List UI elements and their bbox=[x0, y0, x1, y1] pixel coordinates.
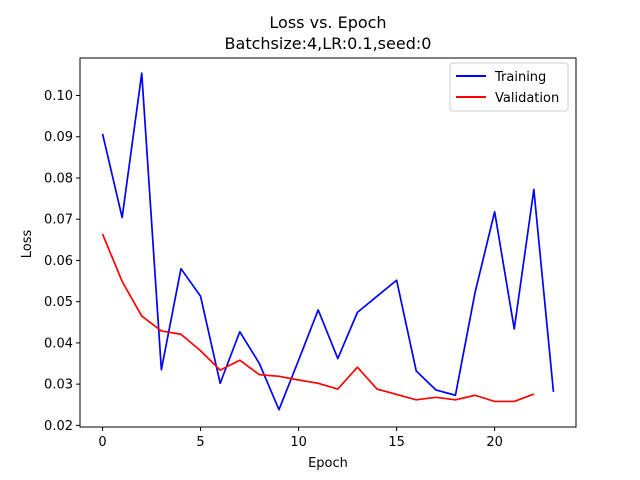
data-point-training-0 bbox=[102, 133, 104, 135]
data-point-validation-15 bbox=[396, 394, 398, 396]
y-tick-label-8: 0.10 bbox=[44, 89, 73, 104]
y-axis-label: Loss bbox=[20, 230, 35, 259]
data-point-validation-3 bbox=[161, 330, 163, 332]
data-point-validation-9 bbox=[278, 375, 280, 377]
data-point-training-3 bbox=[161, 369, 163, 371]
y-tick-label-5: 0.07 bbox=[44, 213, 73, 228]
data-point-validation-19 bbox=[474, 394, 476, 396]
y-tick-label-1: 0.03 bbox=[44, 378, 73, 393]
data-point-validation-10 bbox=[298, 379, 300, 381]
data-point-validation-17 bbox=[435, 397, 437, 399]
axes-frame bbox=[79, 57, 577, 428]
x-tick-label-4: 20 bbox=[486, 435, 503, 450]
data-point-validation-14 bbox=[376, 388, 378, 390]
y-tick-label-7: 0.09 bbox=[44, 130, 73, 145]
data-point-training-12 bbox=[337, 358, 339, 360]
x-tick-label-0: 0 bbox=[98, 435, 106, 450]
plot-area: 0 5 10 15 20 0.02 0.03 0.04 0.05 0.06 0.07 0.08 0.09… bbox=[44, 57, 577, 450]
data-point-training-14 bbox=[376, 296, 378, 298]
data-point-training-6 bbox=[219, 382, 221, 384]
legend-label-training: Training bbox=[494, 70, 546, 85]
x-axis-label: Epoch bbox=[308, 456, 348, 471]
chart-title: Loss vs. Epoch bbox=[269, 13, 386, 32]
legend-label-validation: Validation bbox=[495, 91, 559, 106]
x-tick-label-2: 10 bbox=[290, 435, 307, 450]
y-tick-label-2: 0.04 bbox=[44, 336, 73, 351]
series-line-training bbox=[101, 72, 555, 411]
data-point-training-9 bbox=[278, 409, 280, 411]
y-tick-label-0: 0.02 bbox=[44, 419, 73, 434]
data-point-training-23 bbox=[553, 391, 555, 393]
data-point-training-22 bbox=[533, 189, 535, 191]
data-point-validation-16 bbox=[415, 399, 417, 401]
data-point-training-11 bbox=[317, 309, 319, 311]
data-point-training-4 bbox=[180, 268, 182, 270]
series-line-validation bbox=[101, 233, 535, 403]
data-point-training-18 bbox=[455, 394, 457, 396]
data-point-validation-21 bbox=[513, 401, 515, 403]
data-point-training-19 bbox=[474, 292, 476, 294]
data-point-validation-0 bbox=[102, 233, 104, 235]
x-tick-label-3: 15 bbox=[388, 435, 405, 450]
data-point-training-2 bbox=[141, 72, 143, 74]
data-point-training-16 bbox=[415, 370, 417, 372]
legend: Training Validation bbox=[449, 62, 569, 112]
data-point-training-8 bbox=[259, 363, 261, 365]
data-point-training-17 bbox=[435, 389, 437, 391]
data-point-training-21 bbox=[513, 328, 515, 330]
data-point-validation-12 bbox=[337, 388, 339, 390]
data-point-training-10 bbox=[298, 359, 300, 361]
y-tick-label-3: 0.05 bbox=[44, 295, 73, 310]
data-point-validation-13 bbox=[357, 366, 359, 368]
x-tick-label-1: 5 bbox=[196, 435, 204, 450]
data-point-training-15 bbox=[396, 279, 398, 281]
data-point-validation-6 bbox=[219, 369, 221, 371]
data-point-validation-5 bbox=[200, 350, 202, 352]
data-point-validation-18 bbox=[455, 399, 457, 401]
data-point-training-1 bbox=[121, 217, 123, 219]
data-point-training-13 bbox=[357, 312, 359, 314]
data-point-training-5 bbox=[200, 296, 202, 298]
data-point-training-7 bbox=[239, 331, 241, 333]
data-point-validation-8 bbox=[259, 374, 261, 376]
data-point-validation-11 bbox=[317, 382, 319, 384]
chart-subtitle: Batchsize:4,LR:0.1,seed:0 bbox=[225, 34, 432, 53]
data-point-validation-7 bbox=[239, 359, 241, 361]
data-point-training-20 bbox=[494, 211, 496, 213]
data-point-validation-1 bbox=[121, 281, 123, 283]
y-tick-label-6: 0.08 bbox=[44, 171, 73, 186]
data-point-validation-20 bbox=[494, 401, 496, 403]
y-tick-label-4: 0.06 bbox=[44, 254, 73, 269]
data-point-validation-4 bbox=[180, 333, 182, 335]
data-point-validation-2 bbox=[141, 315, 143, 317]
data-point-validation-22 bbox=[533, 393, 535, 395]
